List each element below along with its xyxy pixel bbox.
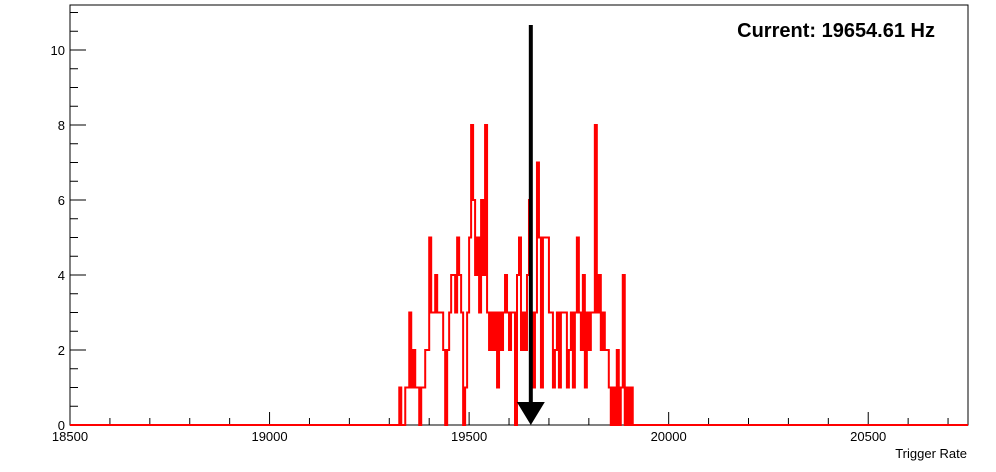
x-tick-label: 20500 [850, 429, 886, 444]
arrow-head [516, 402, 545, 425]
x-tick-label: 20000 [651, 429, 687, 444]
current-rate-arrow [516, 25, 545, 425]
y-tick-label: 8 [58, 118, 65, 133]
histogram-step-line [70, 124, 968, 426]
x-axis-title: Trigger Rate [895, 446, 967, 461]
histogram-series [70, 124, 968, 426]
y-tick-label: 6 [58, 193, 65, 208]
x-tick-label: 19500 [451, 429, 487, 444]
y-axis: 0 2 4 6 8 10 [51, 12, 86, 433]
y-tick-label: 2 [58, 343, 65, 358]
x-tick-label: 19000 [251, 429, 287, 444]
y-tick-label: 0 [58, 418, 65, 433]
y-tick-label: 10 [51, 43, 65, 58]
current-rate-annotation: Current: 19654.61 Hz [737, 20, 935, 42]
x-tick-label: 18500 [52, 429, 88, 444]
plot-frame [69, 4, 969, 426]
y-tick-label: 4 [58, 268, 65, 283]
x-axis: 18500 19000 19500 20000 20500 [52, 412, 949, 444]
